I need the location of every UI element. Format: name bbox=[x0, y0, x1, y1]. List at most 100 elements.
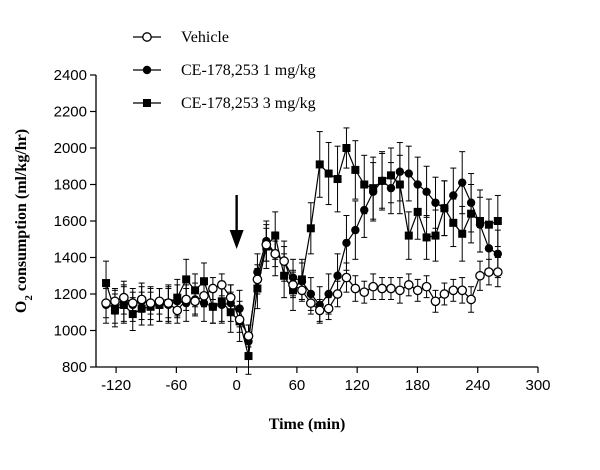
data-point bbox=[217, 300, 226, 310]
data-point bbox=[154, 296, 165, 307]
x-tick-label: -120 bbox=[101, 377, 131, 394]
data-point bbox=[412, 285, 423, 296]
x-tick-label: 240 bbox=[465, 377, 490, 394]
series-2 bbox=[102, 127, 502, 375]
data-point bbox=[395, 167, 405, 176]
legend-marker bbox=[142, 65, 152, 75]
data-point bbox=[314, 305, 325, 316]
data-point bbox=[324, 169, 333, 178]
series-line bbox=[105, 171, 499, 342]
data-point bbox=[493, 249, 503, 259]
data-point bbox=[404, 169, 413, 178]
data-point bbox=[466, 294, 476, 305]
data-point bbox=[377, 176, 387, 186]
data-point bbox=[333, 271, 342, 280]
data-point bbox=[181, 294, 192, 305]
data-point bbox=[492, 267, 503, 277]
y-tick-label: 1200 bbox=[54, 286, 87, 303]
data-point bbox=[422, 187, 431, 196]
data-point bbox=[484, 244, 494, 253]
data-point bbox=[475, 220, 485, 229]
data-point bbox=[190, 296, 200, 307]
data-point bbox=[261, 239, 272, 250]
data-point bbox=[457, 285, 468, 296]
data-point bbox=[377, 283, 387, 294]
data-point bbox=[279, 256, 289, 266]
series-line bbox=[105, 146, 499, 357]
legend-item: CE-178,253 3 mg/kg bbox=[133, 95, 316, 112]
data-point bbox=[466, 198, 476, 207]
data-point bbox=[342, 238, 351, 248]
data-point bbox=[119, 292, 129, 303]
data-point bbox=[368, 281, 379, 292]
data-point bbox=[243, 331, 254, 341]
data-point bbox=[458, 229, 467, 238]
data-point bbox=[101, 298, 111, 308]
y-tick-label: 1800 bbox=[54, 177, 87, 194]
data-point bbox=[306, 224, 315, 233]
data-point bbox=[136, 294, 147, 305]
data-point bbox=[431, 231, 440, 240]
x-tick-label: 180 bbox=[405, 377, 430, 394]
treatment-arrow bbox=[229, 195, 244, 249]
data-point bbox=[368, 187, 378, 196]
data-point bbox=[163, 298, 174, 308]
data-point bbox=[102, 279, 111, 288]
x-tick-label: 0 bbox=[232, 377, 240, 394]
data-point bbox=[403, 280, 414, 290]
data-point bbox=[431, 198, 440, 207]
data-point bbox=[127, 298, 138, 308]
data-point bbox=[493, 217, 502, 225]
data-point bbox=[315, 160, 324, 169]
series-1 bbox=[101, 142, 503, 359]
data-point bbox=[110, 296, 120, 307]
data-point bbox=[458, 178, 467, 187]
data-point bbox=[350, 283, 361, 294]
data-point bbox=[448, 285, 459, 296]
y-tick-label: 2200 bbox=[54, 104, 87, 121]
y-axis-title: O2 consumption (ml/kg/hr) bbox=[13, 129, 35, 313]
legend-marker bbox=[142, 32, 152, 42]
series-0 bbox=[101, 227, 503, 348]
data-point bbox=[297, 285, 307, 296]
y-tick-label: 800 bbox=[62, 359, 87, 376]
legend-label: Vehicle bbox=[181, 29, 229, 46]
data-point bbox=[234, 314, 245, 325]
legend-marker bbox=[143, 99, 151, 107]
x-tick-label: 300 bbox=[525, 377, 550, 394]
data-point bbox=[182, 275, 191, 284]
data-point bbox=[449, 191, 458, 200]
data-point bbox=[386, 183, 396, 193]
x-tick-label: -60 bbox=[166, 377, 188, 394]
data-point bbox=[395, 285, 405, 296]
legend-label: CE-178,253 3 mg/kg bbox=[181, 95, 316, 112]
data-point bbox=[199, 290, 209, 301]
data-point bbox=[430, 296, 441, 307]
legend-item: Vehicle bbox=[133, 29, 229, 46]
y-tick-label: 1600 bbox=[54, 213, 87, 230]
y-tick-label: 2400 bbox=[54, 67, 87, 84]
legend-label: CE-178,253 1 mg/kg bbox=[181, 62, 316, 79]
data-point bbox=[270, 249, 281, 259]
legend: Vehicle CE-178,253 1 mg/kg CE-178,253 3 mg… bbox=[133, 29, 316, 112]
data-point bbox=[360, 205, 369, 215]
x-tick-label: 120 bbox=[345, 377, 370, 394]
data-point bbox=[351, 225, 360, 235]
data-point bbox=[216, 280, 227, 290]
legend-item: CE-178,253 1 mg/kg bbox=[133, 62, 316, 79]
data-point bbox=[333, 175, 342, 184]
series-layer bbox=[101, 127, 503, 375]
x-tick-label: 60 bbox=[289, 377, 306, 394]
data-point bbox=[421, 281, 432, 292]
data-point bbox=[208, 283, 218, 294]
y-tick-label: 2000 bbox=[54, 140, 87, 157]
data-point bbox=[332, 289, 343, 299]
y-tick-label: 1000 bbox=[54, 323, 87, 340]
data-point bbox=[475, 270, 485, 281]
data-point bbox=[145, 298, 156, 308]
data-point bbox=[422, 233, 431, 242]
data-point bbox=[404, 231, 413, 240]
data-point bbox=[172, 305, 183, 316]
data-point bbox=[342, 144, 351, 152]
